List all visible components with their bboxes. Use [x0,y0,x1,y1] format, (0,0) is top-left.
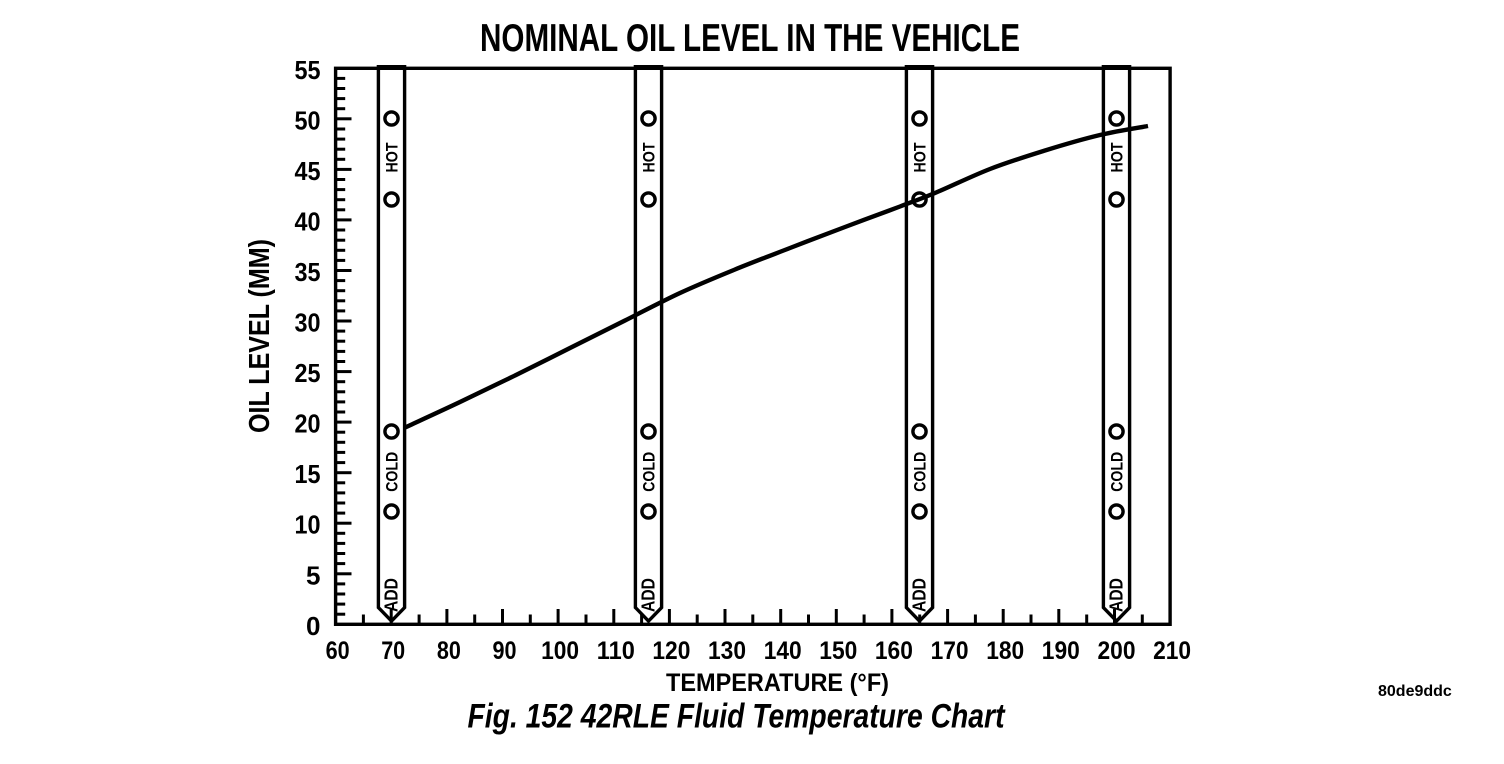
svg-text:30: 30 [295,308,321,338]
svg-text:HOT: HOT [911,142,930,173]
svg-text:15: 15 [295,459,321,489]
svg-text:90: 90 [493,637,517,665]
svg-text:70: 70 [381,637,405,665]
svg-text:COLD: COLD [383,452,402,492]
svg-text:60: 60 [326,637,350,665]
svg-text:180: 180 [986,637,1024,665]
svg-text:55: 55 [295,55,321,85]
svg-text:HOT: HOT [383,142,402,173]
svg-text:80: 80 [437,637,461,665]
svg-text:20: 20 [295,409,321,439]
svg-text:140: 140 [764,637,802,665]
svg-text:100: 100 [541,637,579,665]
svg-text:Fig. 152 42RLE Fluid Temperatu: Fig. 152 42RLE Fluid Temperature Chart [468,698,1006,736]
svg-text:190: 190 [1042,637,1080,665]
svg-text:HOT: HOT [1108,142,1127,173]
svg-text:5: 5 [306,560,320,590]
svg-text:OIL LEVEL (MM): OIL LEVEL (MM) [244,239,276,433]
svg-text:130: 130 [708,637,746,665]
svg-text:40: 40 [295,206,321,236]
svg-text:10: 10 [295,510,321,540]
svg-text:0: 0 [306,611,320,641]
svg-text:50: 50 [295,105,321,135]
svg-text:110: 110 [597,637,635,665]
svg-text:45: 45 [295,156,321,186]
svg-text:NOMINAL OIL LEVEL IN THE VEHIC: NOMINAL OIL LEVEL IN THE VEHICLE [480,17,1020,60]
svg-text:35: 35 [295,257,321,287]
svg-text:ADD: ADD [639,578,659,612]
svg-text:120: 120 [652,637,690,665]
svg-text:COLD: COLD [911,452,930,492]
svg-text:ADD: ADD [910,578,930,612]
svg-text:ADD: ADD [382,578,402,612]
svg-text:150: 150 [819,637,857,665]
svg-text:170: 170 [931,637,969,665]
svg-text:COLD: COLD [640,452,659,492]
svg-text:210: 210 [1153,637,1191,665]
svg-text:ADD: ADD [1107,578,1127,612]
svg-text:200: 200 [1098,637,1136,665]
svg-text:160: 160 [875,637,913,665]
svg-text:COLD: COLD [1108,452,1127,492]
svg-text:80de9ddc: 80de9ddc [1378,683,1452,700]
svg-text:TEMPERATURE (°F): TEMPERATURE (°F) [666,669,889,697]
svg-text:HOT: HOT [640,142,659,173]
svg-text:25: 25 [295,358,321,388]
